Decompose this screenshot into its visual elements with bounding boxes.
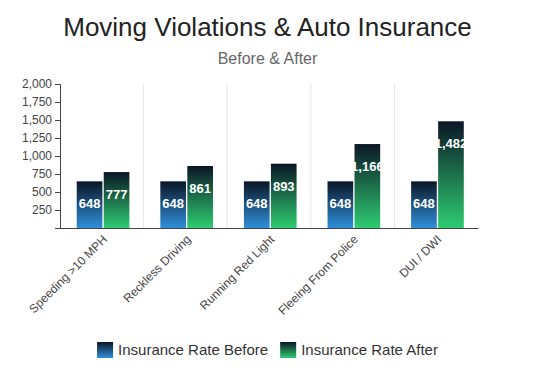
bar <box>244 181 270 228</box>
tick: Reckless Driving <box>121 228 194 305</box>
legend-swatch <box>97 342 113 358</box>
tick-label: 1,500 <box>22 113 52 127</box>
tick: 500 <box>32 185 60 199</box>
tick: 750 <box>32 167 60 181</box>
data-labels: 648 648 648 648 648 777 861 893 1,166 1,482 <box>79 136 468 211</box>
tick: 2,000 <box>22 77 60 91</box>
tick: 250 <box>32 203 60 217</box>
bar <box>160 181 186 228</box>
tick-label: 1,750 <box>22 95 52 109</box>
tick: 1,500 <box>22 113 60 127</box>
separator <box>227 84 228 228</box>
data-label: 648 <box>246 196 268 211</box>
legend-label: Insurance Rate After <box>301 341 438 358</box>
tick-mark <box>55 102 60 103</box>
bar <box>328 181 354 228</box>
tick-label: Speeding >10 MPH <box>26 232 110 316</box>
plot-area: 648 648 648 648 648 777 861 893 1,166 1,482 250 500… <box>22 77 479 317</box>
tick: Running Red Light <box>197 228 278 313</box>
tick-label: 1,250 <box>22 131 52 145</box>
bar <box>411 181 437 228</box>
tick-mark <box>55 120 60 121</box>
tick-label: 750 <box>32 167 52 181</box>
x-axis: Speeding >10 MPHReckless DrivingRunning … <box>26 228 478 318</box>
title: Moving Violations & Auto Insurance <box>63 12 472 42</box>
legend-item: Insurance Rate Before <box>97 341 268 358</box>
data-label: 648 <box>79 196 101 211</box>
data-label: 648 <box>413 196 435 211</box>
tick-mark <box>55 84 60 85</box>
tick: DUI / DWI <box>396 228 444 280</box>
chart: Moving Violations & Auto Insurance Before… <box>0 0 535 375</box>
data-label: 1,166 <box>351 159 384 174</box>
separator <box>143 84 144 228</box>
data-label: 648 <box>162 196 184 211</box>
axis-line <box>55 85 61 229</box>
tick-label: 1,000 <box>22 149 52 163</box>
tick-label: Reckless Driving <box>121 232 194 305</box>
tick-mark <box>55 174 60 175</box>
data-label: 648 <box>329 196 351 211</box>
legend-swatch <box>280 342 296 358</box>
bar <box>355 144 381 228</box>
legend: Insurance Rate Before Insurance Rate Afte… <box>97 341 438 358</box>
tick-label: Running Red Light <box>197 232 278 313</box>
separator <box>394 84 395 228</box>
tick: Fleeing From Police <box>275 228 361 318</box>
data-label: 893 <box>273 179 295 194</box>
legend-label: Insurance Rate Before <box>118 341 268 358</box>
bar <box>104 172 130 228</box>
tick-mark <box>55 210 60 211</box>
data-label: 777 <box>106 187 128 202</box>
separators <box>144 84 395 228</box>
data-label: 1,482 <box>435 136 468 151</box>
axis-line <box>61 228 479 229</box>
tick-label: Fleeing From Police <box>275 232 361 318</box>
tick: 1,250 <box>22 131 60 145</box>
tick-label: 500 <box>32 185 52 199</box>
tick: 1,000 <box>22 149 60 163</box>
tick: 1,750 <box>22 95 60 109</box>
bar <box>271 164 297 228</box>
bar <box>77 181 103 228</box>
legend-item: Insurance Rate After <box>280 341 438 358</box>
tick-mark <box>55 156 60 157</box>
tick-mark <box>55 192 60 193</box>
tick-label: 250 <box>32 203 52 217</box>
tick-label: 2,000 <box>22 77 52 91</box>
data-label: 861 <box>189 181 211 196</box>
separator <box>310 84 311 228</box>
tick-label: DUI / DWI <box>396 232 444 280</box>
tick-mark <box>55 138 60 139</box>
y-axis: 250 500 750 1,000 1,250 1,500 1,750 2,000 <box>22 77 61 228</box>
bar <box>187 166 213 228</box>
subtitle: Before & After <box>218 50 318 67</box>
bars <box>77 121 464 228</box>
tick: Speeding >10 MPH <box>26 228 110 316</box>
